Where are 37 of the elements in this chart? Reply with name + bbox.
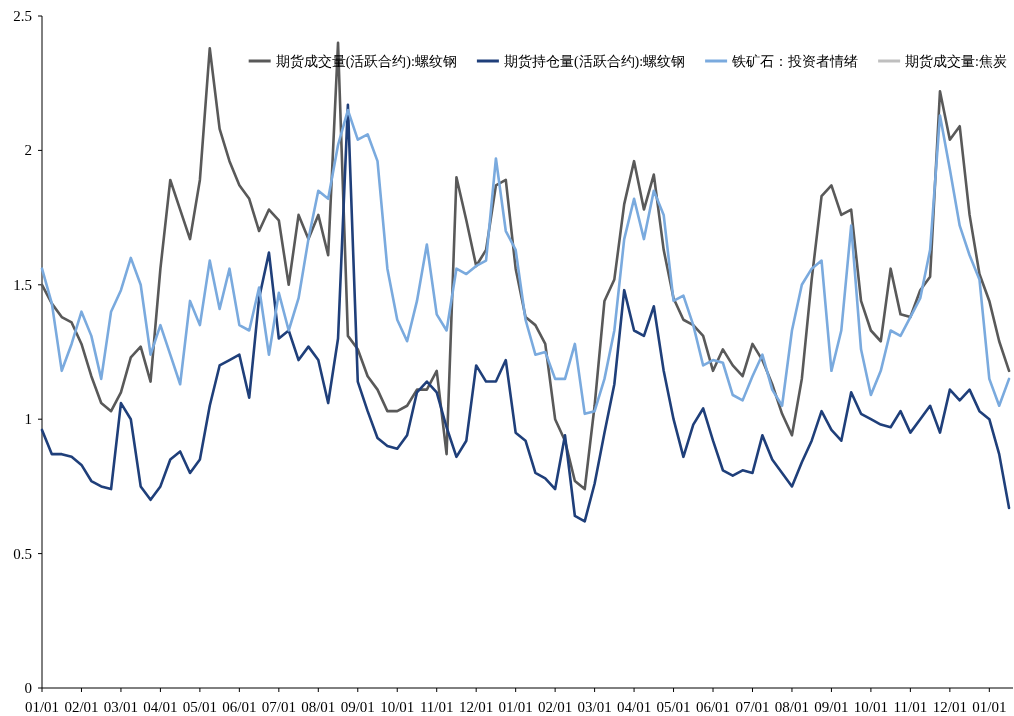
y-tick-label: 1	[24, 411, 32, 428]
x-tick-label: 12/01	[459, 699, 494, 715]
x-tick-label: 04/01	[143, 699, 178, 715]
x-tick-label: 01/01	[498, 699, 533, 715]
x-tick-label: 01/01	[972, 699, 1007, 715]
x-tick-label: 03/01	[577, 699, 612, 715]
x-tick-label: 08/01	[301, 699, 336, 715]
x-tick-label: 02/01	[538, 699, 573, 715]
y-tick-label: 1.5	[13, 276, 32, 293]
x-tick-label: 06/01	[222, 699, 257, 715]
x-tick-label: 04/01	[616, 699, 652, 715]
y-tick-label: 0.5	[13, 545, 32, 562]
x-tick-label: 03/01	[103, 699, 139, 715]
x-tick-label: 09/01	[814, 699, 849, 715]
x-tick-label: 11/01	[893, 699, 928, 715]
x-tick-label: 05/01	[656, 699, 691, 715]
y-tick-label: 0	[24, 680, 32, 696]
x-tick-label: 05/01	[182, 699, 217, 715]
line-series	[40, 103, 1011, 523]
x-tick-label: 08/01	[774, 699, 810, 715]
x-tick-label: 10/01	[853, 699, 888, 715]
x-tick-label: 06/01	[695, 699, 731, 715]
x-tick-label: 11/01	[419, 699, 454, 715]
y-tick-label: 2.5	[13, 8, 32, 24]
line-series	[40, 41, 1011, 491]
legend-label: 铁矿石：投资者情绪	[731, 54, 859, 69]
x-tick-label: 02/01	[64, 699, 99, 715]
x-tick-label: 07/01	[735, 699, 770, 715]
legend-label: 期货持仓量(活跃合约):螺纹钢	[503, 54, 686, 70]
line-series	[40, 108, 1011, 416]
x-tick-label: 12/01	[932, 699, 967, 715]
y-tick-label: 2	[24, 142, 32, 159]
legend-label: 期货成交量:焦炭	[905, 54, 1007, 69]
x-tick-label: 01/01	[24, 699, 60, 715]
x-tick-label: 07/01	[261, 699, 296, 715]
x-tick-label: 09/01	[340, 699, 375, 715]
x-tick-label: 10/01	[380, 699, 415, 715]
